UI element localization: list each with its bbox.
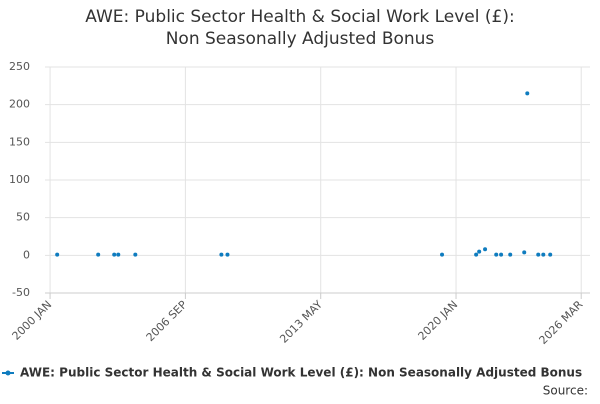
point xyxy=(219,252,224,257)
point xyxy=(477,249,482,254)
legend-marker xyxy=(5,370,11,376)
point xyxy=(440,252,445,257)
point xyxy=(225,252,230,257)
point xyxy=(536,252,541,257)
point xyxy=(55,252,60,257)
y-tick-label: 150 xyxy=(9,135,30,148)
x-tick-label: 2020 JAN xyxy=(416,298,461,343)
point xyxy=(525,91,530,96)
point xyxy=(483,247,488,252)
x-tick-label: 2026 MAR xyxy=(537,298,586,347)
y-tick-label: -50 xyxy=(12,286,30,299)
y-tick-label: 0 xyxy=(23,248,30,261)
y-tick-label: 200 xyxy=(9,98,30,111)
legend-label: AWE: Public Sector Health & Social Work … xyxy=(20,366,582,380)
x-tick-label: 2013 MAY xyxy=(277,298,325,346)
point xyxy=(541,252,546,257)
point xyxy=(116,252,121,257)
point xyxy=(96,252,101,257)
point xyxy=(112,252,117,257)
x-tick-label: 2006 SEP xyxy=(144,298,190,344)
chart-title: AWE: Public Sector Health & Social Work … xyxy=(85,7,514,49)
point xyxy=(133,252,138,257)
point xyxy=(499,252,504,257)
y-tick-label: 250 xyxy=(9,60,30,73)
point xyxy=(522,250,527,255)
y-tick-label: 50 xyxy=(16,211,30,224)
y-tick-label: 100 xyxy=(9,173,30,186)
point xyxy=(494,252,499,257)
point xyxy=(508,252,513,257)
x-tick-label: 2000 JAN xyxy=(10,298,55,343)
source: Source: xyxy=(543,384,588,398)
point xyxy=(548,252,553,257)
point xyxy=(474,252,479,257)
